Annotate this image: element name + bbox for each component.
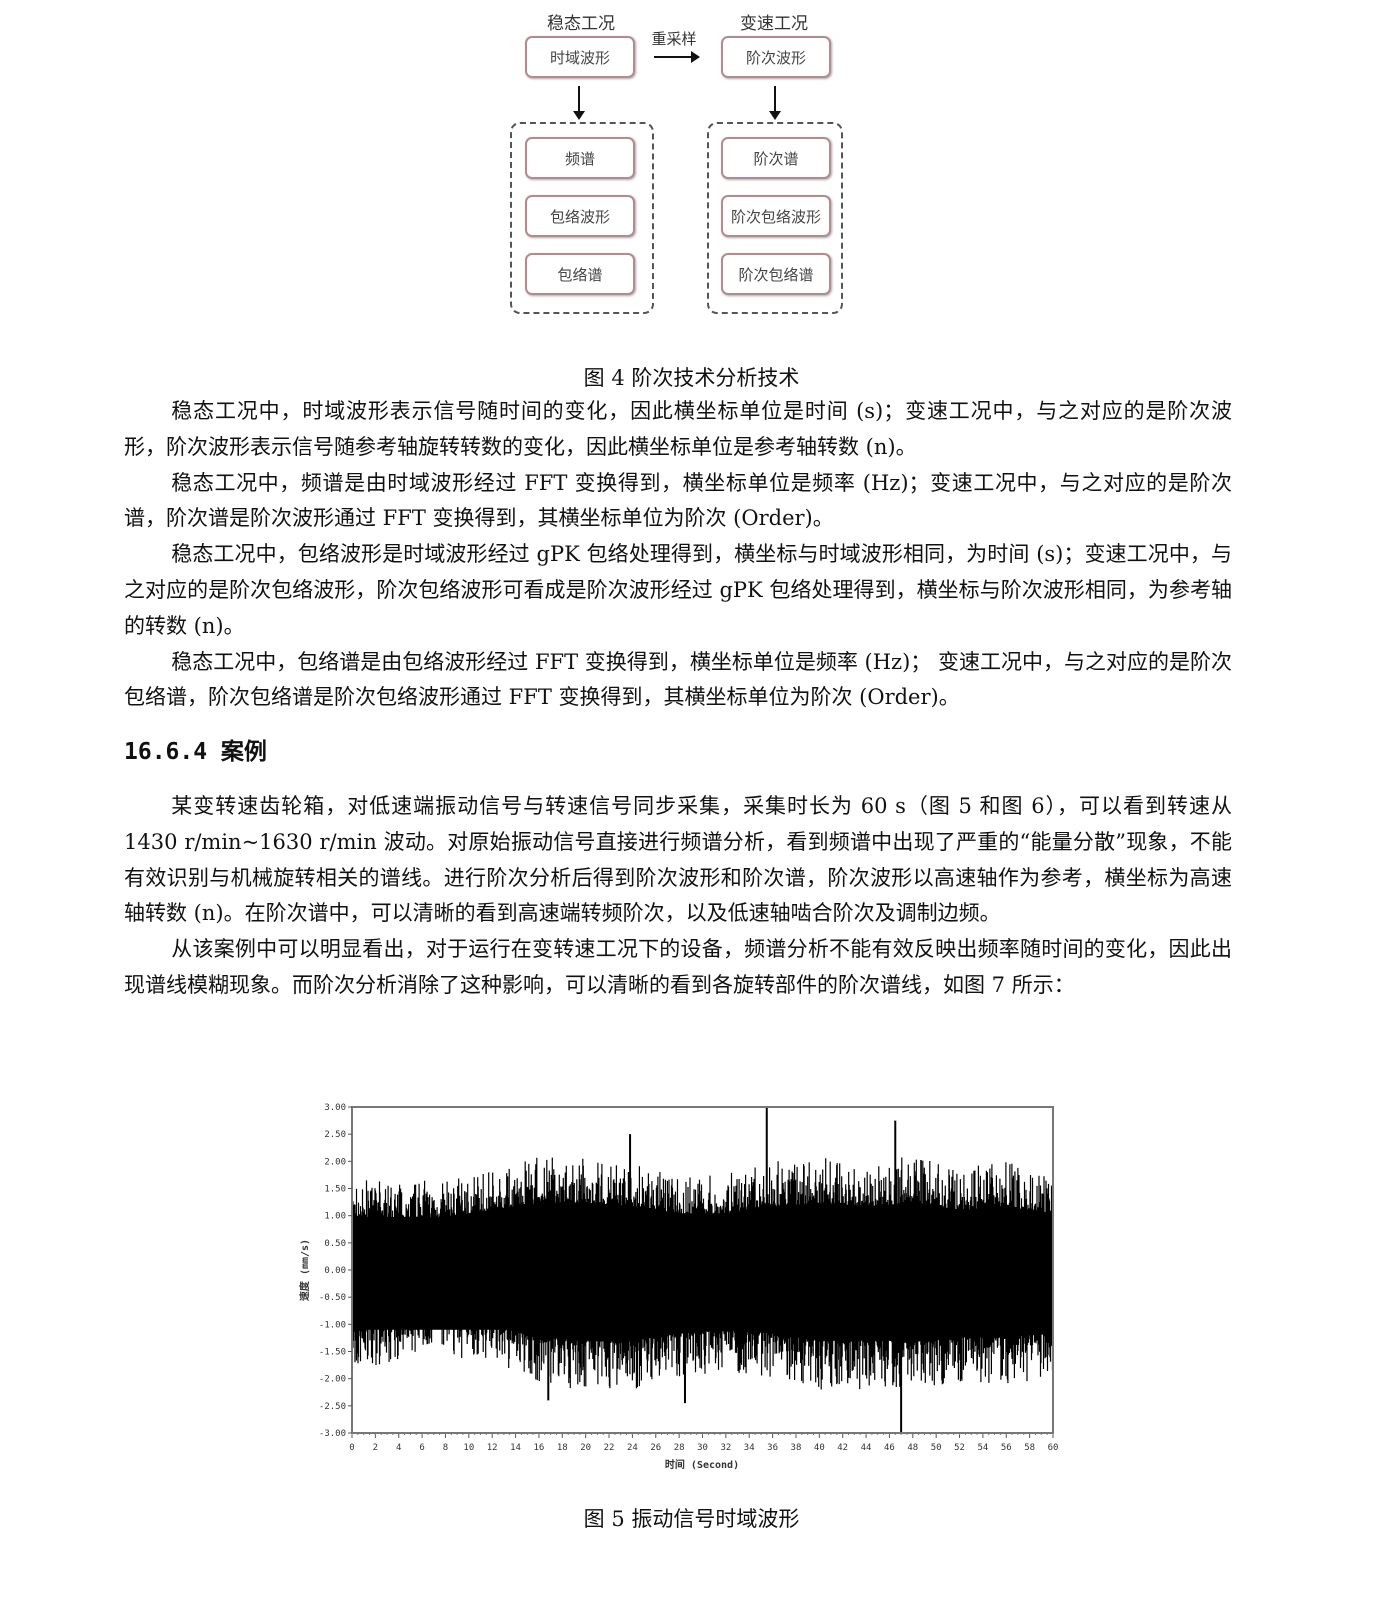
resample-arrow-icon <box>654 51 700 63</box>
x-tick-label: 2 <box>373 1443 378 1453</box>
paragraph: 稳态工况中，时域波形表示信号随时间的变化，因此横坐标单位是时间 (s)；变速工况… <box>124 399 1232 459</box>
x-tick-label: 0 <box>349 1443 354 1453</box>
x-tick-label: 46 <box>884 1443 895 1453</box>
vibration-time-waveform-chart: 3.00 2.50 2.00 1.50 1.00 0.50 0.00 -0.50 -1.00 -1… <box>298 1103 1059 1471</box>
x-tick-label: 28 <box>674 1443 685 1453</box>
y-tick-label: 1.50 <box>324 1185 346 1195</box>
section-heading: 16.6.4 案例 <box>124 739 267 765</box>
y-tick-label: 2.50 <box>324 1130 346 1140</box>
envelope-spectrum-box: 包络谱 <box>525 253 635 295</box>
order-spectrum-box: 阶次谱 <box>721 137 831 179</box>
x-tick-label: 30 <box>697 1443 708 1453</box>
paragraph: 稳态工况中，频谱是由时域波形经过 FFT 变换得到，横坐标单位是频率 (Hz)；… <box>124 470 1232 531</box>
x-tick-label: 6 <box>419 1443 424 1453</box>
body-text-2: 某变转速齿轮箱，对低速端振动信号与转速信号同步采集，采集时长为 60 s（图 5… <box>124 789 1232 1004</box>
waveform-series <box>351 1107 1054 1433</box>
x-tick-label: 10 <box>463 1443 474 1453</box>
order-analysis-diagram: 稳态工况 变速工况 时域波形 阶次波形 重采样 频谱 包络波形 包络谱 阶次谱 … <box>0 0 1383 330</box>
figure-5-caption: 图 5 振动信号时域波形 <box>583 1507 800 1531</box>
x-tick-label: 32 <box>720 1443 731 1453</box>
x-tick-label: 40 <box>814 1443 825 1453</box>
waveform-core <box>352 1221 1053 1330</box>
y-tick-label: 0.50 <box>324 1239 346 1249</box>
x-tick-label: 12 <box>487 1443 498 1453</box>
x-axis-label: 时间 (Second) <box>665 1458 739 1471</box>
y-tick-label: -2.50 <box>319 1402 346 1412</box>
order-envelope-waveform-box: 阶次包络波形 <box>721 195 831 237</box>
y-tick-label: -0.50 <box>319 1293 346 1303</box>
steady-state-group <box>510 122 654 314</box>
y-tick-label: -1.50 <box>319 1348 346 1358</box>
x-tick-label: 34 <box>744 1443 755 1453</box>
y-tick-label: 0.00 <box>324 1266 346 1276</box>
x-tick-label: 38 <box>791 1443 802 1453</box>
body-text-1: 稳态工况中，时域波形表示信号随时间的变化，因此横坐标单位是时间 (s)；变速工况… <box>124 394 1232 716</box>
x-tick-label: 26 <box>650 1443 661 1453</box>
x-tick-label: 50 <box>931 1443 942 1453</box>
x-tick-label: 54 <box>977 1443 988 1453</box>
x-tick-label: 4 <box>396 1443 401 1453</box>
x-tick-label: 52 <box>954 1443 965 1453</box>
y-axis-label: 速度 (mm/s) <box>298 1239 311 1301</box>
x-tick-label: 60 <box>1048 1443 1059 1453</box>
x-tick-label: 22 <box>604 1443 615 1453</box>
spectrum-box: 频谱 <box>525 137 635 179</box>
y-tick-label: 1.00 <box>324 1212 346 1222</box>
time-waveform-box: 时域波形 <box>525 36 635 78</box>
x-tick-label: 48 <box>907 1443 918 1453</box>
envelope-waveform-box: 包络波形 <box>525 195 635 237</box>
variable-speed-header: 变速工况 <box>740 14 808 34</box>
down-arrow-icon <box>769 86 781 120</box>
resample-label: 重采样 <box>651 30 697 48</box>
order-waveform-box: 阶次波形 <box>721 36 831 78</box>
x-tick-label: 18 <box>557 1443 568 1453</box>
y-tick-label: -1.00 <box>319 1320 346 1330</box>
y-tick-label: -3.00 <box>319 1429 346 1439</box>
x-tick-label: 20 <box>580 1443 591 1453</box>
down-arrow-icon <box>573 86 585 120</box>
x-tick-label: 44 <box>861 1443 872 1453</box>
figure-4-caption: 图 4 阶次技术分析技术 <box>583 366 800 390</box>
y-tick-label: 3.00 <box>324 1103 346 1113</box>
x-tick-label: 56 <box>1001 1443 1012 1453</box>
paragraph: 某变转速齿轮箱，对低速端振动信号与转速信号同步采集，采集时长为 60 s（图 5… <box>124 794 1232 926</box>
paragraph: 稳态工况中，包络谱是由包络波形经过 FFT 变换得到，横坐标单位是频率 (Hz)… <box>124 649 1232 710</box>
y-tick-label: 2.00 <box>324 1157 346 1167</box>
x-tick-label: 42 <box>837 1443 848 1453</box>
y-tick-label: -2.00 <box>319 1375 346 1385</box>
paragraph: 稳态工况中，包络波形是时域波形经过 gPK 包络处理得到，横坐标与时域波形相同，… <box>124 542 1232 638</box>
x-tick-label: 58 <box>1024 1443 1035 1453</box>
x-tick-label: 24 <box>627 1443 638 1453</box>
variable-speed-group <box>707 122 843 314</box>
x-tick-label: 14 <box>510 1443 521 1453</box>
x-tick-label: 36 <box>767 1443 778 1453</box>
x-tick-label: 8 <box>443 1443 448 1453</box>
x-tick-label: 16 <box>534 1443 545 1453</box>
paragraph: 从该案例中可以明显看出，对于运行在变转速工况下的设备，频谱分析不能有效反映出频率… <box>124 937 1232 997</box>
steady-state-header: 稳态工况 <box>547 14 615 34</box>
order-envelope-spectrum-box: 阶次包络谱 <box>721 253 831 295</box>
